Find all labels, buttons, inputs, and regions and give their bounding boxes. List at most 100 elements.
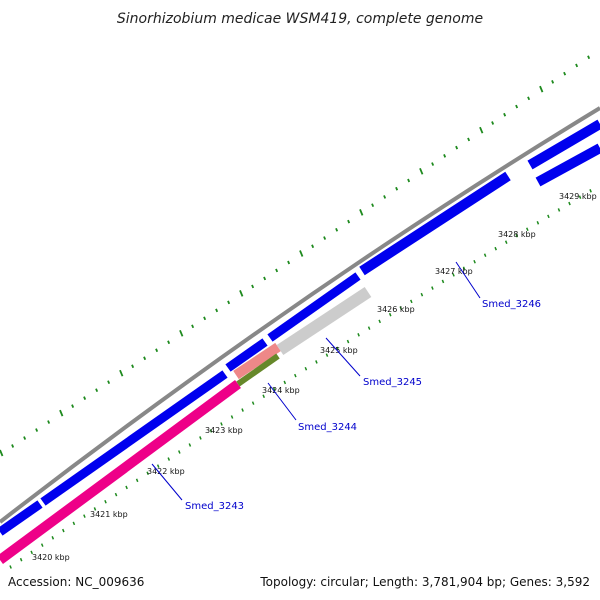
scale-minor-tick [315, 360, 318, 364]
scale-minor-tick [188, 443, 192, 447]
scale-minor-tick [357, 333, 360, 337]
guide-dot [443, 154, 447, 158]
cds-feature [267, 272, 361, 342]
scale-minor-tick [51, 536, 55, 540]
guide-dot [0, 449, 4, 457]
scale-minor-tick [473, 259, 476, 264]
guide-dot [35, 428, 39, 432]
olive-feature [236, 353, 280, 387]
guide-dot [503, 112, 507, 117]
rna-feature-light [233, 342, 281, 380]
guide-dot [191, 324, 195, 329]
scale-minor-tick [557, 208, 561, 212]
guide-dot [455, 145, 459, 150]
guide-dot [347, 219, 351, 224]
gene-leader-line [267, 382, 297, 421]
reverse-strand [0, 143, 600, 565]
cds-feature [535, 143, 600, 187]
scale-minor-tick [209, 429, 213, 433]
cds-feature [0, 500, 43, 536]
scale-minor-tick [156, 464, 160, 468]
guide-dot [575, 63, 579, 68]
guide-dot [587, 55, 591, 60]
scale-tick-label: 3428 kbp [498, 230, 536, 239]
guide-dot [287, 260, 291, 265]
map-title: Sinorhizobium medicae WSM419, complete g… [117, 11, 483, 27]
scale-minor-tick [9, 565, 12, 569]
scale-minor-tick [104, 499, 107, 504]
guide-dot [11, 444, 15, 448]
scale-minor-tick [547, 214, 550, 219]
scale-minor-tick [325, 353, 329, 357]
scale-minor-tick [125, 485, 128, 490]
guide-dot [83, 396, 87, 400]
scale-minor-tick [494, 246, 497, 251]
scale-tick-label: 3429 kbp [559, 192, 597, 201]
scale-minor-tick [146, 471, 149, 476]
scale-minor-tick [346, 339, 350, 344]
genome-backbone [0, 106, 600, 524]
summary-text: Topology: circular; Length: 3,781,904 bp… [259, 575, 590, 589]
guide-dot [395, 186, 399, 191]
guide-dot [491, 121, 495, 125]
guide-dot [371, 203, 375, 208]
scale-minor-tick [536, 221, 540, 225]
guide-dot [383, 195, 387, 199]
scale-minor-tick [199, 436, 202, 440]
scale-tick-label: 3423 kbp [205, 426, 243, 435]
forward-strand [0, 119, 600, 536]
gene-label: Smed_3243 [185, 501, 244, 512]
scale-minor-tick [220, 422, 223, 426]
scale-tick-label: 3427 kbp [435, 267, 473, 276]
gene-labels: Smed_3243 Smed_3244 Smed_3245 Smed_3246 [151, 261, 541, 512]
scale-minor-tick [19, 557, 23, 562]
gene-label: Smed_3245 [363, 377, 422, 388]
guide-dot [359, 209, 364, 216]
gene-label: Smed_3246 [482, 299, 541, 310]
scale-minor-tick [178, 450, 181, 454]
scale-minor-tick [578, 195, 582, 199]
scale-minor-tick [399, 306, 403, 310]
gene-leader-line [455, 261, 481, 299]
guide-dot [479, 126, 484, 134]
guide-dot [131, 364, 135, 369]
guide-dot [47, 420, 51, 424]
scale-minor-tick [589, 189, 592, 193]
gene-leader-line [325, 337, 361, 377]
scale-minor-tick [367, 326, 371, 330]
cds-feature [225, 338, 268, 372]
scale-minor-tick [251, 401, 255, 405]
guide-dot [95, 388, 99, 393]
scale-minor-tick [515, 233, 519, 238]
guide-dot [563, 71, 567, 76]
scale-tick-label: 3422 kbp [147, 467, 185, 476]
scale-minor-tick [336, 346, 339, 351]
scale-tick-label: 3420 kbp [32, 553, 70, 562]
scale-minor-tick [72, 521, 76, 526]
scale-minor-tick [504, 240, 508, 244]
guide-dot [143, 356, 147, 361]
guide-dot [527, 96, 531, 101]
guide-dot [263, 276, 267, 281]
scale-tick-label: 3425 kbp [320, 346, 358, 355]
guide-dot [155, 348, 159, 353]
guide-dot [323, 236, 327, 240]
scale-minor-tick [431, 286, 434, 290]
guide-dot [167, 340, 171, 345]
scale-ticks: 3420 kbp 3421 kbp 3422 kbp 3423 kbp 3424 kbp… [9, 189, 597, 569]
accession-text: Accession: NC_009636 [8, 575, 144, 589]
guide-dot [311, 244, 315, 249]
scale-minor-tick [40, 543, 44, 547]
guide-dot [251, 284, 255, 289]
guide-dot [407, 178, 411, 183]
rna-feature [0, 379, 241, 565]
scale-minor-tick [410, 299, 413, 304]
scale-minor-tick [230, 415, 234, 419]
scale-minor-tick [483, 253, 487, 257]
guide-dot [431, 162, 435, 166]
scale-minor-tick [62, 528, 65, 533]
guide-dot [59, 409, 64, 417]
scale-minor-tick [262, 394, 265, 399]
cds-feature [359, 171, 511, 276]
scale-minor-tick [241, 408, 244, 412]
